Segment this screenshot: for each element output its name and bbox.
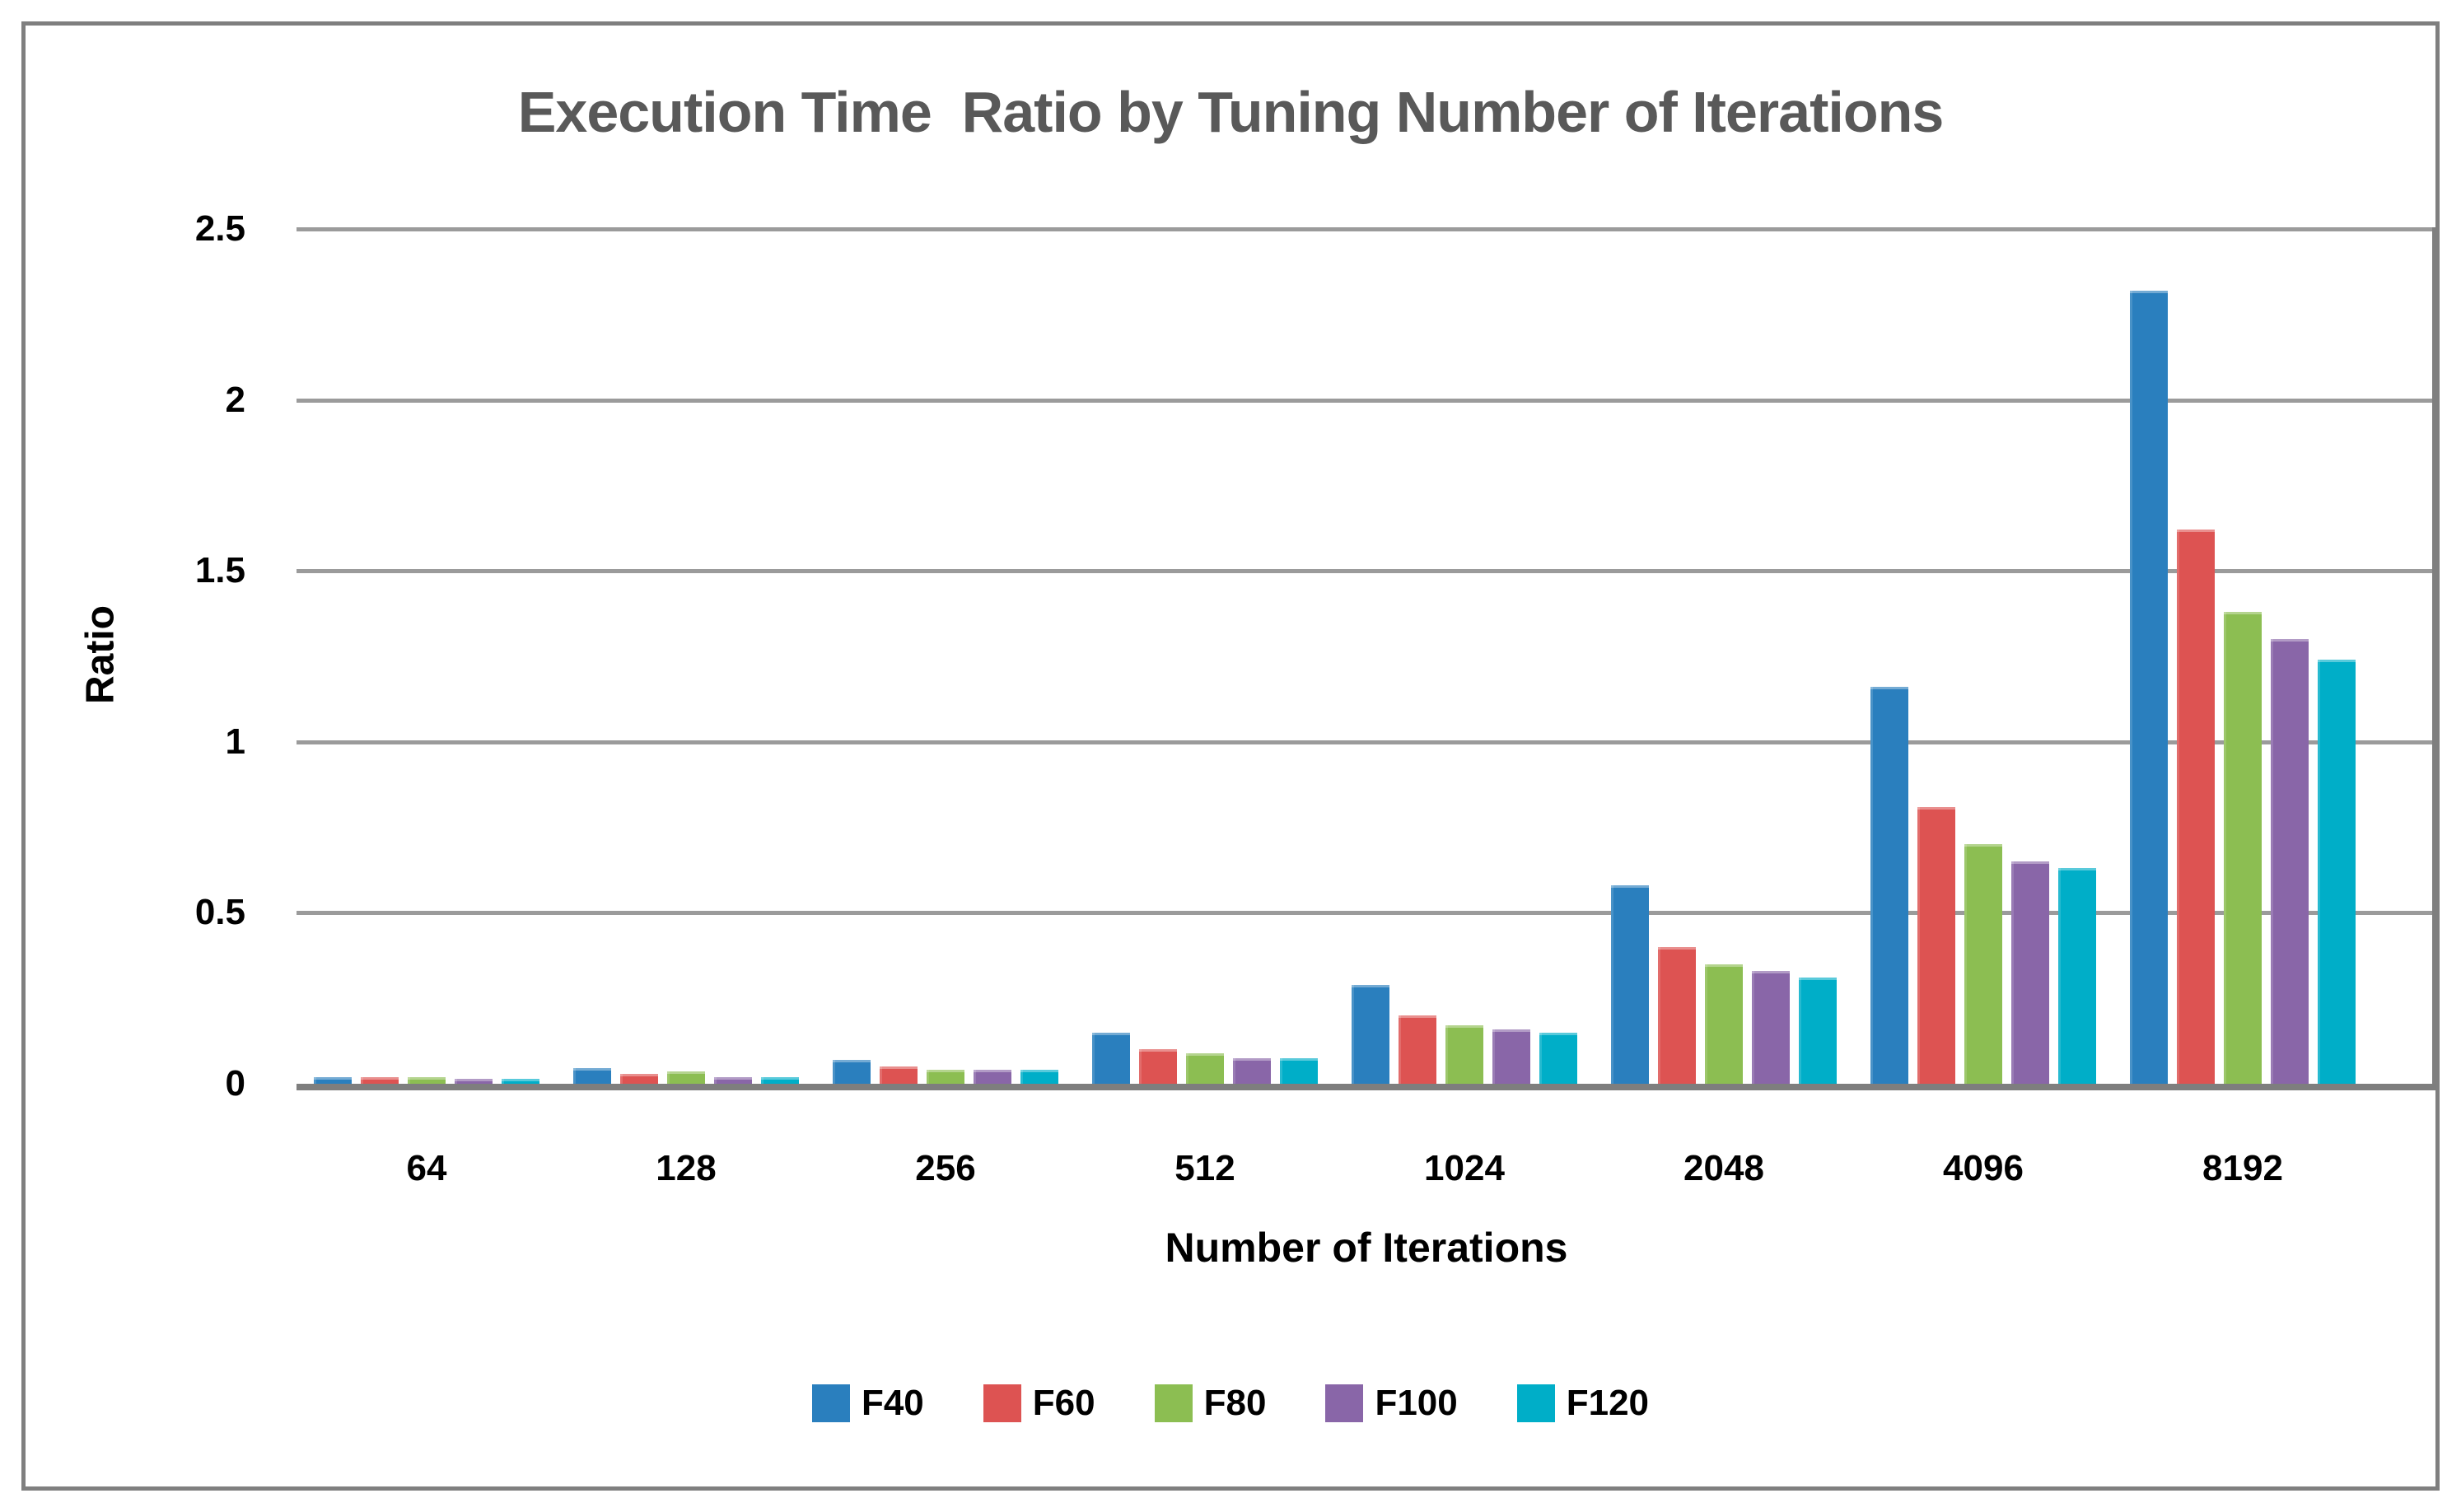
legend-item-F40: F40 xyxy=(811,1383,924,1423)
plot-right-border xyxy=(2432,227,2436,1090)
bar-F60-64 xyxy=(361,1077,399,1084)
x-category-label-64: 64 xyxy=(406,1148,447,1188)
bar-F80-512 xyxy=(1186,1053,1224,1084)
bar-F40-512 xyxy=(1092,1033,1130,1084)
bar-F40-4096 xyxy=(1870,687,1908,1084)
y-tick-label: 0.5 xyxy=(194,892,245,932)
bar-F40-2048 xyxy=(1611,885,1649,1084)
gridline-2.5 xyxy=(297,227,2436,231)
bar-F80-2048 xyxy=(1705,964,1743,1084)
legend-swatch-F80 xyxy=(1154,1384,1193,1422)
bar-F60-4096 xyxy=(1917,807,1955,1084)
bar-F120-8192 xyxy=(2318,660,2356,1084)
legend-label-F120: F120 xyxy=(1566,1383,1650,1423)
bar-F40-1024 xyxy=(1352,985,1389,1084)
bar-F40-8192 xyxy=(2130,291,2168,1084)
y-axis-title: Ratio xyxy=(78,605,123,704)
bar-F120-2048 xyxy=(1799,978,1837,1084)
bar-F100-4096 xyxy=(2011,861,2049,1084)
legend-label-F60: F60 xyxy=(1032,1383,1095,1423)
bar-F80-128 xyxy=(667,1071,705,1084)
gridline-2 xyxy=(297,399,2436,403)
bar-F40-128 xyxy=(573,1068,611,1084)
legend-item-F60: F60 xyxy=(983,1384,1095,1422)
bar-F120-256 xyxy=(1020,1070,1058,1084)
bar-F120-64 xyxy=(502,1079,539,1084)
x-category-label-256: 256 xyxy=(915,1148,976,1188)
x-axis-title: Number of Iterations xyxy=(1165,1225,1568,1271)
bar-F80-64 xyxy=(408,1077,446,1084)
y-tick-label: 2 xyxy=(225,380,245,420)
bar-F80-1024 xyxy=(1445,1025,1483,1084)
bar-F60-512 xyxy=(1139,1049,1177,1084)
bar-F40-64 xyxy=(314,1077,352,1084)
gridline-1 xyxy=(297,740,2436,744)
bar-F60-1024 xyxy=(1399,1015,1436,1084)
x-axis-line xyxy=(297,1084,2436,1090)
legend-swatch-F120 xyxy=(1516,1384,1555,1422)
x-category-label-128: 128 xyxy=(656,1148,717,1188)
bar-F80-8192 xyxy=(2224,612,2262,1084)
bar-F80-256 xyxy=(927,1070,964,1084)
y-tick-label: 1.5 xyxy=(194,550,245,590)
gridline-1.5 xyxy=(297,569,2436,573)
bar-F100-512 xyxy=(1233,1058,1271,1084)
legend-item-F120: F120 xyxy=(1516,1383,1650,1423)
bar-F120-128 xyxy=(761,1077,799,1084)
legend-label-F100: F100 xyxy=(1375,1383,1458,1423)
legend-swatch-F60 xyxy=(983,1384,1021,1422)
bar-F120-512 xyxy=(1280,1058,1318,1084)
legend-label-F80: F80 xyxy=(1203,1383,1267,1423)
bar-F120-4096 xyxy=(2058,868,2096,1084)
y-tick-label: 2.5 xyxy=(194,208,245,249)
bar-F60-256 xyxy=(880,1066,918,1084)
y-tick-label: 1 xyxy=(225,721,245,762)
bar-F100-128 xyxy=(714,1077,752,1084)
bar-F100-2048 xyxy=(1752,971,1790,1084)
legend-label-F40: F40 xyxy=(861,1383,924,1423)
bar-F80-4096 xyxy=(1964,844,2002,1084)
chart-title: Execution Time Ratio by Tuning Number of… xyxy=(517,80,1945,144)
legend-swatch-F40 xyxy=(811,1384,850,1422)
y-tick-label: 0 xyxy=(225,1063,245,1104)
gridline-0.5 xyxy=(297,911,2436,915)
bar-F100-256 xyxy=(974,1070,1011,1084)
legend-item-F80: F80 xyxy=(1154,1383,1267,1423)
x-category-label-4096: 4096 xyxy=(1943,1148,2024,1188)
x-category-label-1024: 1024 xyxy=(1424,1148,1505,1188)
bar-F60-2048 xyxy=(1658,947,1696,1084)
bar-F100-64 xyxy=(455,1079,493,1084)
chart-outer-border xyxy=(21,21,2440,1491)
bar-F100-1024 xyxy=(1492,1029,1530,1084)
bar-F40-256 xyxy=(833,1060,871,1084)
legend-swatch-F100 xyxy=(1325,1384,1364,1422)
bar-F60-8192 xyxy=(2177,530,2215,1084)
legend: F40 F60 F80 F100 F120 xyxy=(0,1377,2461,1430)
legend-item-F100: F100 xyxy=(1325,1383,1458,1423)
x-category-label-512: 512 xyxy=(1174,1148,1235,1188)
x-category-label-8192: 8192 xyxy=(2202,1148,2283,1188)
bar-F60-128 xyxy=(620,1074,658,1084)
bar-F120-1024 xyxy=(1539,1033,1577,1084)
x-category-label-2048: 2048 xyxy=(1683,1148,1764,1188)
bar-F100-8192 xyxy=(2271,639,2309,1084)
